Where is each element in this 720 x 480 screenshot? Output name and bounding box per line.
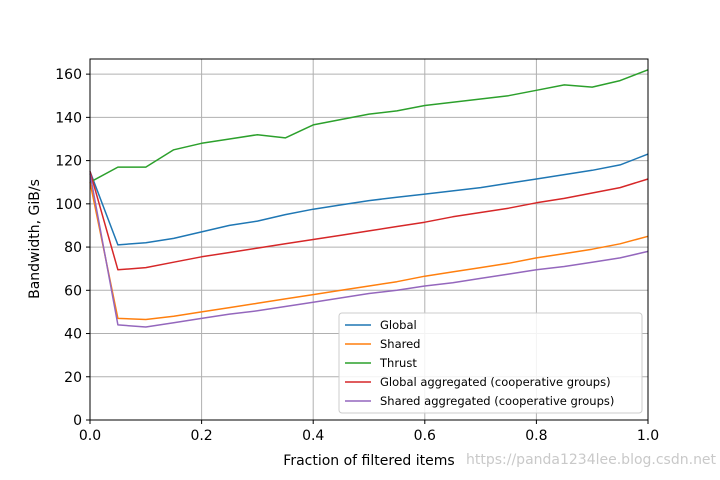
y-tick-label: 20 <box>64 370 82 386</box>
x-tick-label: 0.8 <box>525 428 547 444</box>
legend: Global Shared Thrust Global aggregated (coo… <box>338 312 643 414</box>
x-tick-label: 0.6 <box>414 428 436 444</box>
y-tick-label: 40 <box>64 327 82 343</box>
y-tick-label: 0 <box>73 413 82 429</box>
y-tick-label: 160 <box>55 67 82 83</box>
legend-label: Thrust <box>379 356 417 370</box>
legend-box <box>338 312 643 414</box>
x-tick-label: 0.0 <box>79 428 101 444</box>
x-tick-label: 0.4 <box>302 428 324 444</box>
series-line <box>89 153 649 246</box>
series-line <box>89 171 649 271</box>
y-axis-label: Bandwidth, GiB/s <box>27 179 43 299</box>
series-line <box>89 69 649 183</box>
x-tick-label: 1.0 <box>637 428 659 444</box>
series-lines <box>89 69 649 328</box>
y-tick-label: 140 <box>55 110 82 126</box>
y-tick-label: 120 <box>55 154 82 170</box>
legend-label: Shared aggregated (cooperative groups) <box>380 394 614 408</box>
x-tick-label: 0.2 <box>190 428 212 444</box>
x-axis-label: Fraction of filtered items <box>283 453 454 469</box>
series-line <box>89 173 649 328</box>
series-line <box>89 182 649 321</box>
legend-label: Global aggregated (cooperative groups) <box>380 375 611 389</box>
legend-label: Global <box>380 318 417 332</box>
legend-label: Shared <box>380 337 421 351</box>
y-tick-label: 100 <box>55 197 82 213</box>
axis-ticks: 0.0 0.2 0.4 0.6 0.8 1.0 0 20 40 60 80 100 120 140 160 <box>55 67 659 444</box>
watermark-text: https://panda1234lee.blog.csdn.net <box>466 452 717 468</box>
y-tick-label: 60 <box>64 283 82 299</box>
y-tick-label: 80 <box>64 240 82 256</box>
plot-frame <box>89 58 649 421</box>
